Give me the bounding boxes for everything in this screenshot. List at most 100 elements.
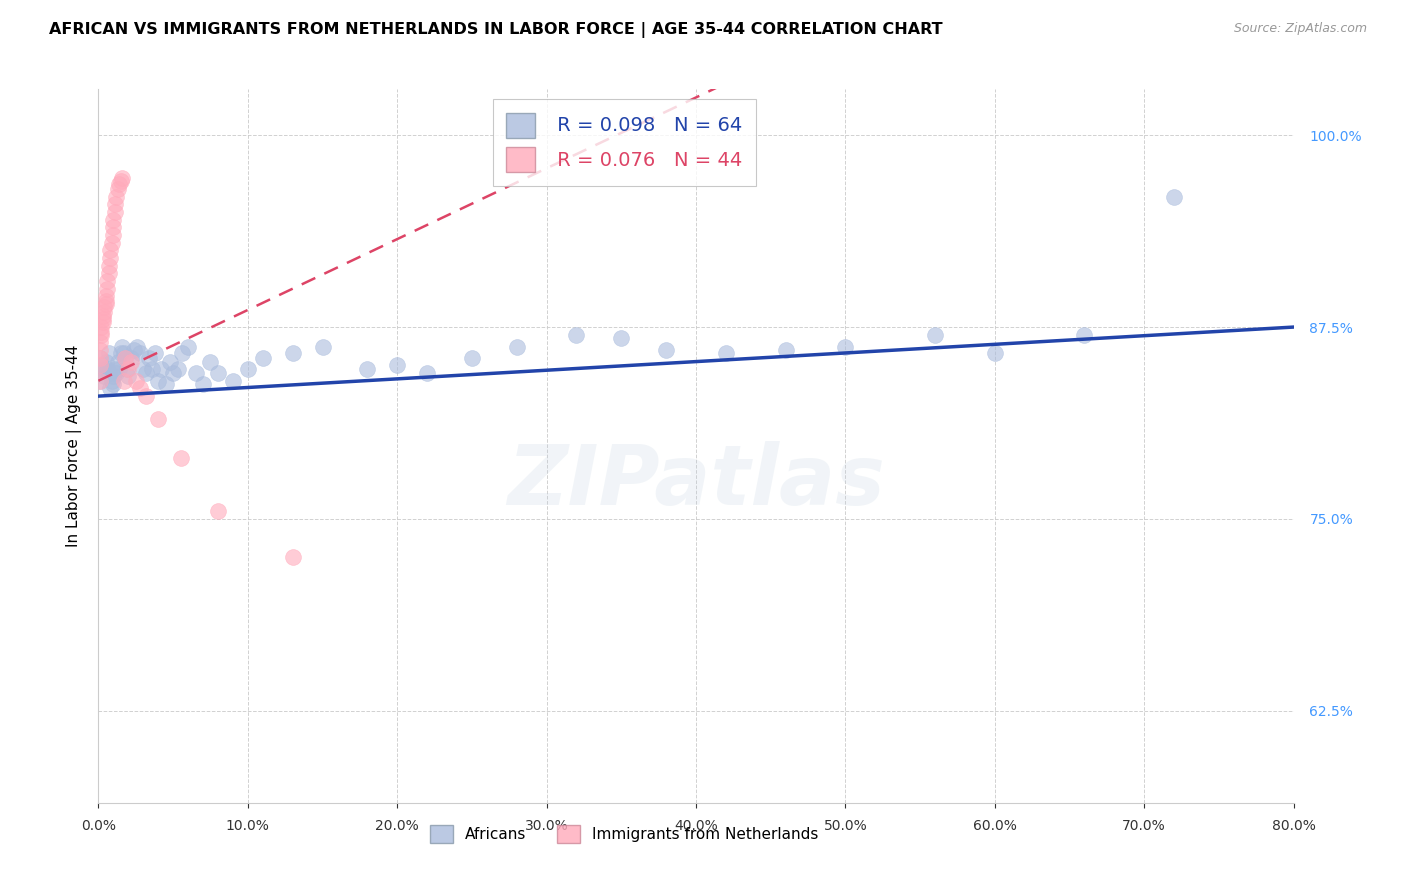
Point — [103, 369, 125, 384]
Point — [107, 182, 129, 196]
Point — [184, 366, 207, 380]
Point — [125, 374, 148, 388]
Point — [108, 361, 131, 376]
Point — [98, 244, 122, 258]
Point — [311, 340, 333, 354]
Point — [94, 355, 117, 369]
Point — [96, 361, 118, 376]
Point — [281, 550, 304, 565]
Point — [93, 304, 115, 318]
Point — [775, 343, 797, 357]
Point — [924, 327, 946, 342]
Point — [90, 325, 112, 339]
Point — [89, 351, 111, 365]
Point — [252, 351, 274, 365]
Point — [96, 274, 118, 288]
Point — [506, 340, 529, 354]
Point — [103, 376, 125, 391]
Legend: Africans, Immigrants from Netherlands: Africans, Immigrants from Netherlands — [423, 819, 825, 848]
Point — [91, 310, 114, 324]
Text: Source: ZipAtlas.com: Source: ZipAtlas.com — [1233, 22, 1367, 36]
Point — [110, 174, 132, 188]
Point — [101, 235, 124, 250]
Point — [107, 355, 129, 369]
Point — [90, 327, 112, 342]
Point — [117, 369, 139, 384]
Point — [610, 331, 633, 345]
Point — [191, 376, 214, 391]
Point — [281, 346, 304, 360]
Point — [159, 355, 181, 369]
Point — [89, 335, 111, 350]
Point — [135, 389, 157, 403]
Point — [104, 197, 127, 211]
Point — [461, 351, 484, 365]
Point — [222, 374, 245, 388]
Point — [89, 359, 111, 373]
Point — [98, 381, 122, 395]
Point — [91, 361, 114, 376]
Point — [112, 346, 135, 360]
Point — [97, 366, 120, 380]
Point — [97, 266, 120, 280]
Point — [97, 259, 120, 273]
Point — [984, 346, 1007, 360]
Point — [101, 374, 124, 388]
Point — [94, 293, 117, 308]
Point — [166, 361, 188, 376]
Point — [207, 366, 229, 380]
Point — [565, 327, 588, 342]
Point — [416, 366, 439, 380]
Point — [96, 282, 118, 296]
Point — [141, 361, 163, 376]
Point — [148, 374, 170, 388]
Point — [236, 361, 259, 376]
Point — [356, 361, 378, 376]
Point — [105, 189, 128, 203]
Point — [103, 212, 125, 227]
Point — [91, 316, 114, 330]
Point — [89, 374, 111, 388]
Point — [138, 351, 160, 365]
Point — [120, 355, 142, 369]
Point — [93, 300, 115, 314]
Point — [117, 361, 139, 376]
Point — [93, 369, 115, 384]
Point — [91, 312, 114, 326]
Point — [714, 346, 737, 360]
Point — [200, 355, 222, 369]
Point — [89, 351, 111, 365]
Point — [110, 346, 132, 360]
Point — [114, 351, 136, 365]
Point — [108, 178, 131, 192]
Point — [834, 340, 856, 354]
Point — [90, 320, 112, 334]
Point — [104, 361, 127, 376]
Point — [104, 205, 127, 219]
Point — [385, 359, 409, 373]
Point — [169, 450, 191, 465]
Point — [129, 346, 152, 360]
Point — [111, 340, 134, 354]
Point — [127, 340, 149, 354]
Point — [148, 412, 170, 426]
Point — [1163, 189, 1185, 203]
Point — [129, 381, 152, 395]
Point — [172, 346, 194, 360]
Point — [135, 366, 157, 380]
Point — [655, 343, 678, 357]
Point — [105, 366, 128, 380]
Point — [162, 366, 184, 380]
Text: AFRICAN VS IMMIGRANTS FROM NETHERLANDS IN LABOR FORCE | AGE 35-44 CORRELATION CH: AFRICAN VS IMMIGRANTS FROM NETHERLANDS I… — [49, 22, 943, 38]
Point — [89, 374, 111, 388]
Point — [112, 374, 135, 388]
Point — [111, 171, 134, 186]
Point — [124, 343, 146, 357]
Point — [155, 376, 177, 391]
Point — [177, 340, 200, 354]
Point — [150, 361, 173, 376]
Point — [94, 289, 117, 303]
Point — [94, 297, 117, 311]
Point — [89, 343, 111, 357]
Point — [1073, 327, 1095, 342]
